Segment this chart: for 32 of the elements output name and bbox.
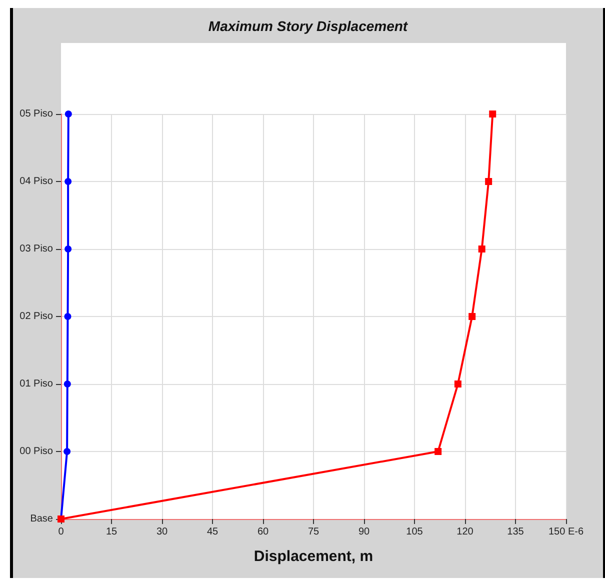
y-tick-label: 04 Piso bbox=[20, 176, 54, 187]
x-tick-label: 30 bbox=[156, 526, 168, 538]
x-axis-title: Displacement, m bbox=[254, 548, 374, 565]
y-tick-label: 05 Piso bbox=[20, 108, 54, 120]
x-tick-label: 90 bbox=[358, 526, 370, 538]
x-tick-label: 15 bbox=[106, 526, 118, 538]
x-tick-label: 45 bbox=[206, 526, 218, 538]
chart-title: Maximum Story Displacement bbox=[208, 18, 409, 34]
point bbox=[485, 178, 492, 185]
x-tick-label: 60 bbox=[257, 526, 269, 538]
x-tick-label: 75 bbox=[308, 526, 320, 538]
x-tick-label: 135 bbox=[507, 526, 524, 538]
point bbox=[468, 313, 476, 320]
x-tick-label: 150 E-6 bbox=[548, 526, 584, 538]
point bbox=[434, 448, 442, 455]
y-tick-label: 03 Piso bbox=[20, 244, 54, 254]
point bbox=[478, 246, 486, 252]
point bbox=[64, 448, 71, 455]
point bbox=[489, 110, 496, 118]
point bbox=[64, 178, 72, 185]
y-tick-label: Base bbox=[30, 514, 54, 524]
point bbox=[64, 380, 71, 388]
y-tick-label: 01 Piso bbox=[20, 378, 54, 390]
x-tick-label: 0 bbox=[58, 526, 64, 538]
y-tick-label: 02 Piso bbox=[20, 311, 54, 322]
x-tick-label: 120 bbox=[456, 526, 474, 538]
x-tick-label: 105 bbox=[406, 526, 424, 538]
point bbox=[64, 313, 72, 320]
point bbox=[454, 380, 462, 388]
point bbox=[64, 246, 72, 252]
y-tick-label: 00 Piso bbox=[20, 446, 54, 457]
point bbox=[64, 110, 72, 118]
